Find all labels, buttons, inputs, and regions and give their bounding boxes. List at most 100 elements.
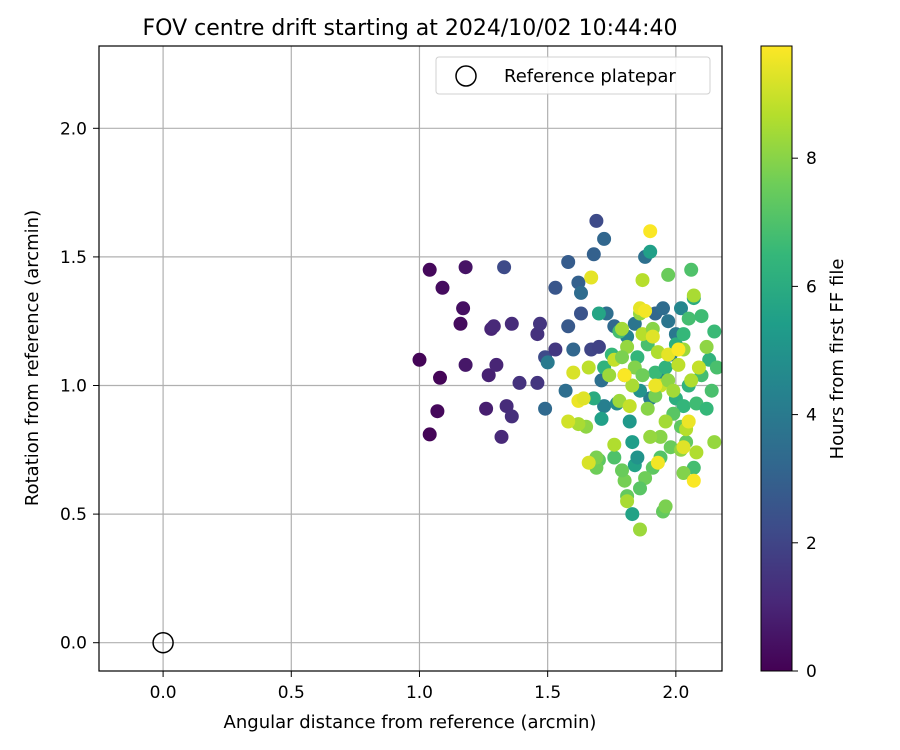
colorbar-label: Hours from first FF file [827, 259, 848, 460]
data-point [622, 414, 637, 429]
data-point [643, 429, 658, 444]
x-tick-label: 0.5 [278, 683, 305, 703]
data-point [597, 231, 612, 246]
data-point [633, 481, 647, 496]
data-point [676, 399, 691, 414]
data-point [540, 355, 555, 370]
legend-label-reference: Reference platepar [504, 66, 676, 87]
x-axis-label: Angular distance from reference (arcmin) [224, 712, 597, 733]
data-point [674, 301, 688, 316]
data-point [625, 378, 640, 393]
legend: Reference platepar [435, 56, 711, 95]
legend-box [435, 56, 711, 95]
data-point [645, 329, 660, 344]
points-layer [152, 213, 722, 654]
x-tick-label: 2.0 [662, 683, 689, 703]
data-point [681, 414, 696, 429]
data-point [671, 342, 686, 357]
data-point [453, 316, 468, 331]
data-point [489, 357, 504, 372]
data-point [709, 360, 722, 375]
data-point [661, 314, 676, 329]
data-point [615, 463, 629, 478]
data-point [561, 414, 576, 429]
data-point [643, 224, 658, 239]
x-tick-label: 0.0 [150, 683, 177, 703]
data-point [548, 280, 563, 295]
data-point [658, 499, 673, 514]
data-point [558, 383, 573, 398]
colorbar-tick-label: 6 [806, 277, 817, 297]
data-point [625, 435, 640, 450]
data-point [684, 262, 699, 277]
data-point [622, 399, 637, 414]
colorbar-tick-label: 2 [806, 534, 817, 554]
data-point [566, 342, 581, 357]
data-point [456, 301, 471, 316]
data-point [497, 260, 512, 275]
data-point [689, 445, 704, 460]
data-point [586, 391, 601, 406]
data-point [653, 429, 668, 444]
data-point [694, 309, 709, 324]
data-point [640, 401, 655, 416]
y-tick-label: 2.0 [60, 119, 87, 139]
data-point [458, 357, 473, 372]
data-point [635, 368, 650, 383]
data-point [661, 267, 676, 282]
reference-point-marker [152, 631, 174, 654]
data-point [671, 357, 686, 372]
data-point [635, 273, 650, 288]
data-point [533, 316, 547, 331]
data-point [704, 383, 719, 398]
data-point [707, 435, 722, 450]
data-point [638, 303, 653, 318]
data-point [617, 368, 632, 383]
x-tick-label: 1.5 [534, 683, 561, 703]
data-point [594, 411, 609, 426]
data-point [676, 466, 691, 480]
data-point [612, 393, 627, 408]
data-point [412, 352, 427, 367]
data-point [607, 437, 622, 452]
data-point [699, 339, 714, 354]
data-point [494, 429, 509, 444]
data-point [602, 368, 617, 383]
y-tick-label: 1.0 [60, 377, 87, 397]
data-point [625, 507, 640, 522]
data-point [512, 375, 527, 390]
data-point [686, 473, 701, 488]
data-point [486, 319, 501, 334]
y-axis-label: Rotation from reference (arcmin) [22, 210, 43, 506]
data-point [658, 414, 673, 429]
data-point [684, 373, 699, 388]
data-point [538, 401, 553, 416]
colorbar-tick-label: 8 [806, 149, 817, 169]
data-point [620, 494, 635, 509]
colorbar-tick-label: 4 [806, 406, 817, 426]
data-point [691, 360, 706, 375]
data-point [686, 460, 701, 475]
x-tick-label: 1.0 [406, 683, 433, 703]
data-point [584, 270, 599, 285]
data-point [630, 450, 645, 465]
data-point [430, 404, 445, 419]
data-point [597, 399, 612, 414]
colorbar-ticks: 0 2 4 6 8 [792, 149, 817, 682]
data-point [643, 244, 658, 259]
data-point [656, 301, 670, 316]
data-point [633, 522, 647, 537]
data-point [576, 391, 591, 406]
data-point [686, 288, 701, 303]
data-point [658, 360, 673, 375]
data-point [435, 280, 450, 295]
data-point [499, 399, 514, 414]
data-point [648, 378, 663, 393]
axes-layer: 0.0 0.5 1.0 1.5 2.0 0.0 0.5 1.0 1.5 2.0 [60, 45, 723, 703]
data-point [581, 360, 596, 375]
data-point [650, 455, 665, 470]
y-tick-label: 1.5 [60, 248, 87, 268]
data-point [591, 339, 606, 354]
colorbar-gradient [760, 45, 793, 672]
